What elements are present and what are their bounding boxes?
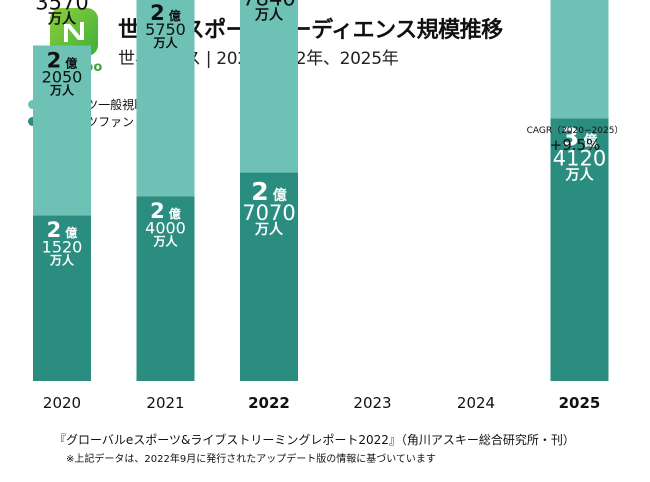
fans-value-man-label: 7070 — [242, 201, 295, 225]
total-value-unit-label: 万人 — [47, 11, 77, 28]
total-value-man-label: 3570 — [35, 0, 88, 15]
cagr-value: +9.5% — [549, 136, 601, 154]
bar-segment-fans — [240, 172, 298, 381]
general-value-man-label: 2050 — [42, 68, 83, 87]
footnote-note: ※上記データは、2022年9月に発行されたアップデート版の情報に基づいています — [66, 454, 436, 465]
general-value-unit-label: 万人 — [49, 83, 75, 98]
bar-segment-fans — [550, 118, 609, 381]
bar-segment-fans — [136, 196, 195, 381]
fans-value-man-label: 1520 — [42, 237, 83, 256]
year-label: 2024 — [457, 394, 495, 412]
fans-value-man-label: 4000 — [145, 218, 186, 237]
general-value-man-label: 5750 — [145, 20, 186, 39]
general-value-unit-label: 万人 — [152, 35, 178, 50]
general-value-man-label: 7840 — [242, 0, 295, 10]
fans-value-unit-label: 万人 — [565, 166, 595, 183]
bar-segment-general-viewers — [136, 0, 195, 197]
bar-segment-general-viewers — [550, 0, 609, 119]
year-label: 2023 — [353, 394, 391, 412]
fans-value-unit-label: 万人 — [49, 252, 75, 267]
year-label: 2022 — [248, 394, 290, 412]
legend-swatch-general-viewers — [28, 100, 37, 109]
cagr-label: CAGR（2020−2025） — [526, 126, 624, 136]
year-label: 2021 — [146, 394, 184, 412]
year-label: 2020 — [43, 394, 81, 412]
bar-segment-fans — [33, 215, 91, 381]
legend-swatch-fans — [28, 117, 37, 126]
bar-segment-general-viewers — [33, 45, 91, 216]
fans-value-unit-label: 万人 — [254, 221, 284, 238]
fans-value-man-label: 4120 — [553, 146, 606, 170]
fans-value-unit-label: 万人 — [152, 233, 178, 248]
footnote-source: 『グローバルeスポーツ&ライブストリーミングレポート2022』（角川アスキー総合… — [54, 433, 575, 447]
bar-segment-general-viewers — [240, 0, 298, 173]
year-label: 2025 — [559, 394, 601, 412]
general-value-unit-label: 万人 — [254, 6, 284, 23]
